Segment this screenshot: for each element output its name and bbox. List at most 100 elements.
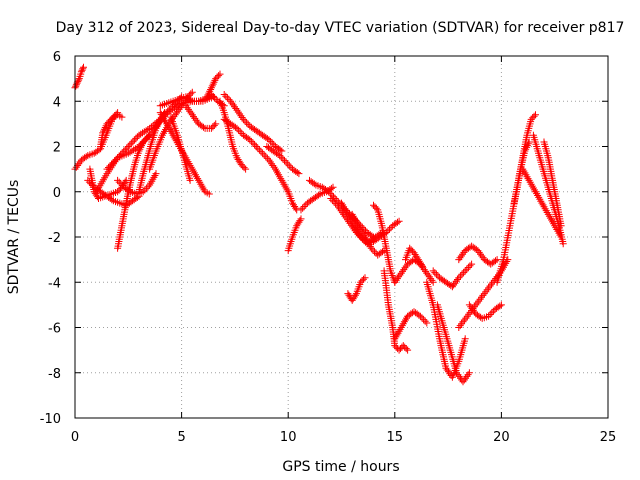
x-tick-label: 10: [280, 430, 297, 445]
data-point: [228, 99, 236, 107]
data-point: [255, 146, 263, 154]
data-point: [302, 201, 310, 209]
data-point: [138, 139, 146, 147]
data-point: [469, 305, 477, 313]
data-point: [394, 218, 401, 226]
data-point: [231, 103, 238, 111]
data-point: [124, 149, 132, 157]
data-point: [465, 369, 473, 377]
data-point: [207, 84, 215, 92]
series-track-9: [114, 170, 160, 198]
series-track-37: [455, 242, 501, 268]
data-point: [262, 153, 270, 161]
series-track-21: [263, 143, 303, 178]
data-point: [530, 112, 538, 120]
data-point: [213, 73, 221, 81]
data-point: [364, 239, 372, 247]
data-point: [457, 252, 465, 260]
data-point: [285, 162, 293, 170]
data-point: [78, 66, 86, 74]
data-point: [115, 178, 123, 186]
data-point: [184, 105, 192, 113]
data-point: [141, 136, 149, 144]
data-point: [139, 129, 146, 137]
data-point: [135, 143, 143, 150]
y-tick-label: 6: [53, 50, 61, 65]
data-point: [75, 76, 83, 84]
data-point: [557, 222, 565, 230]
data-point: [127, 139, 135, 147]
data-point: [292, 204, 300, 212]
data-point: [399, 267, 406, 275]
data-point: [76, 158, 84, 166]
data-point: [442, 364, 450, 372]
data-point: [234, 108, 242, 116]
data-point: [99, 129, 107, 137]
series-track-44: [540, 138, 565, 230]
data-point: [361, 274, 369, 282]
data-point: [455, 372, 463, 380]
data-point: [80, 63, 87, 71]
data-point: [369, 246, 377, 254]
data-point: [400, 266, 408, 274]
data-point: [463, 265, 471, 273]
data-point: [279, 155, 287, 163]
x-tick-labels: 0 5 10 15 20 25: [71, 430, 616, 445]
data-point: [423, 269, 431, 277]
data-point: [223, 94, 231, 102]
data-point: [188, 88, 196, 96]
data-point: [453, 369, 461, 377]
data-point: [392, 276, 400, 284]
data-point: [296, 217, 304, 225]
data-point: [233, 106, 241, 114]
data-point: [246, 136, 254, 144]
data-point: [137, 130, 145, 138]
data-point: [464, 371, 472, 379]
data-point: [419, 262, 426, 270]
series-track-36: [429, 260, 476, 291]
data-point: [251, 141, 259, 149]
data-point: [152, 124, 160, 132]
series-track-22: [284, 215, 305, 255]
data-point: [152, 170, 160, 178]
data-point: [239, 162, 247, 170]
data-point: [325, 188, 333, 196]
data-point: [111, 157, 119, 165]
data-point: [464, 264, 472, 271]
data-point: [144, 126, 152, 133]
data-point: [472, 245, 480, 253]
data-point: [171, 111, 179, 119]
data-point: [108, 160, 115, 168]
data-point: [424, 271, 432, 279]
data-point: [462, 374, 470, 382]
data-point: [206, 87, 214, 95]
data-point: [330, 198, 338, 206]
data-point: [187, 109, 195, 117]
y-tick-label: 2: [53, 141, 61, 156]
data-point: [186, 107, 194, 115]
data-point: [216, 70, 224, 78]
data-point: [434, 272, 442, 280]
data-point: [349, 212, 357, 220]
data-point: [459, 250, 467, 258]
data-point: [299, 204, 307, 212]
data-point: [460, 376, 468, 384]
y-tick-label: -10: [40, 412, 61, 427]
data-point: [460, 248, 468, 256]
data-point: [429, 278, 437, 286]
data-point: [267, 137, 275, 145]
data-point: [452, 277, 460, 285]
data-point: [297, 206, 305, 214]
data-point: [87, 180, 95, 188]
data-point: [222, 92, 230, 100]
data-point: [461, 335, 469, 343]
data-point: [401, 343, 409, 351]
data-point: [527, 115, 535, 123]
data-point: [479, 291, 487, 299]
data-point: [416, 312, 424, 320]
plot-frame: [74, 55, 609, 419]
data-point: [225, 96, 233, 104]
data-point: [227, 97, 235, 105]
data-point: [463, 372, 471, 380]
